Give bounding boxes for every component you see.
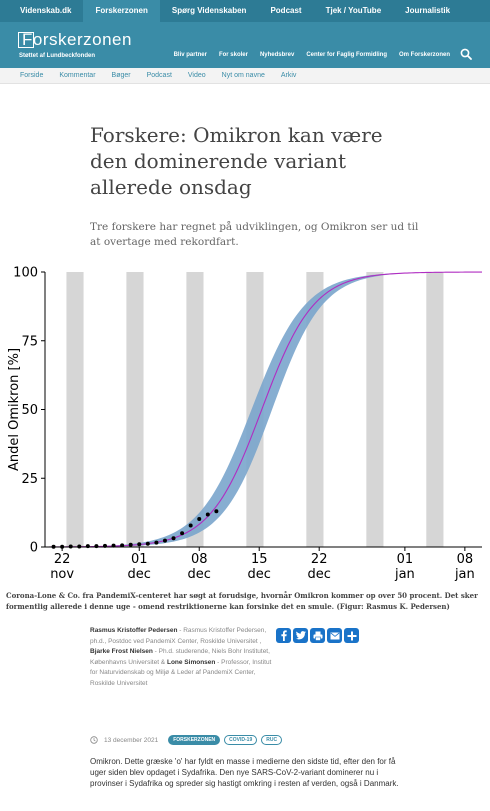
x-tick-label: 22 bbox=[54, 552, 71, 567]
email-icon bbox=[330, 632, 339, 639]
clock-icon bbox=[90, 736, 98, 744]
prediction-band bbox=[49, 272, 483, 547]
brand-nav-item[interactable]: Om Forskerzonen bbox=[398, 52, 450, 58]
x-tick-label: jan bbox=[394, 567, 415, 582]
author-name[interactable]: Rasmus Kristoffer Pedersen bbox=[90, 627, 178, 634]
brand-header: Forskerzonen Støttet af Lundbeckfonden B… bbox=[0, 22, 490, 68]
author-list: Rasmus Kristoffer Pedersen - Rasmus Kris… bbox=[90, 627, 272, 687]
tag-forskerzonen[interactable]: FORSKERZONEN bbox=[168, 735, 221, 745]
observed-point bbox=[137, 542, 142, 547]
x-tick-label: dec bbox=[188, 567, 211, 582]
subnav-item[interactable]: Arkiv bbox=[280, 72, 297, 79]
more-share-button[interactable] bbox=[344, 628, 359, 643]
x-tick-label: dec bbox=[307, 567, 330, 582]
article-meta: 13 december 2021 FORSKERZONEN COVID-19 R… bbox=[90, 735, 283, 745]
brand-nav-item[interactable]: For skoler bbox=[218, 52, 248, 58]
author-name[interactable]: Bjarke Frost Nielsen bbox=[90, 648, 153, 655]
logo-box bbox=[18, 32, 34, 48]
print-share-button[interactable] bbox=[310, 628, 325, 643]
x-tick-label: 15 bbox=[251, 552, 268, 567]
observed-point bbox=[145, 541, 150, 546]
top-tab-videnskab-dk[interactable]: Videnskab.dk bbox=[20, 6, 72, 15]
x-tick-label: dec bbox=[128, 567, 151, 582]
brand-nav-item[interactable]: Center for Faglig Formidling bbox=[306, 52, 387, 58]
subnav-item[interactable]: Podcast bbox=[146, 72, 172, 79]
article-lead: Tre forskere har regnet på udviklingen, … bbox=[90, 221, 419, 248]
facebook-icon bbox=[281, 630, 287, 641]
x-tick-label: 08 bbox=[191, 552, 208, 567]
observed-point bbox=[180, 531, 185, 536]
article-title: Forskere: Omikron kan være den domineren… bbox=[90, 123, 383, 199]
y-tick-label: 50 bbox=[21, 403, 38, 418]
x-tick-label: 08 bbox=[457, 552, 474, 567]
email-share-button[interactable] bbox=[327, 628, 342, 643]
top-tab-journalistik[interactable]: Journalistik bbox=[405, 6, 451, 15]
brand-nav-item[interactable]: Bliv partner bbox=[173, 52, 207, 58]
top-tab-tjek-youtube[interactable]: Tjek / YouTube bbox=[325, 6, 382, 15]
x-tick-label: jan bbox=[454, 567, 475, 582]
subnav-item[interactable]: Kommentar bbox=[59, 72, 96, 79]
author-description: - Rasmus Kristoffer Pedersen, ph.d., Pos… bbox=[90, 627, 267, 645]
observed-point bbox=[162, 538, 167, 543]
weekend-stripe bbox=[366, 272, 384, 547]
observed-point bbox=[77, 544, 82, 549]
author-name[interactable]: Lone Simonsen bbox=[166, 658, 216, 666]
y-tick-label: 25 bbox=[21, 472, 38, 487]
sub-nav: Forside Kommentar Bøger Podcast Video Nyt om … bbox=[0, 68, 490, 84]
weekend-stripe bbox=[306, 272, 324, 547]
top-tab-spørg-videnskaben[interactable]: Spørg Videnskaben bbox=[171, 6, 247, 15]
top-tab-forskerzonen[interactable]: Forskerzonen bbox=[83, 0, 160, 22]
omicron-share-chart: 025507510022nov01dec08dec15dec22dec01jan… bbox=[7, 266, 483, 582]
tag-ruc[interactable]: RUC bbox=[261, 735, 283, 745]
print-icon bbox=[313, 631, 322, 641]
search-icon[interactable] bbox=[460, 48, 472, 60]
subnav-item[interactable]: Bøger bbox=[111, 72, 131, 79]
x-tick-label: dec bbox=[248, 567, 271, 582]
y-tick-label: 75 bbox=[21, 334, 38, 349]
subnav-item[interactable]: Video bbox=[187, 72, 206, 79]
weekend-stripe bbox=[66, 272, 84, 547]
tag-covid-19[interactable]: COVID-19 bbox=[224, 735, 258, 745]
brand-nav: Bliv partner For skoler Nyhedsbrev Center f… bbox=[174, 52, 450, 58]
observed-point bbox=[128, 542, 133, 547]
facebook-share-button[interactable] bbox=[276, 628, 291, 643]
author-description: - Professor, Institut for Naturvidenskab… bbox=[90, 658, 272, 687]
twitter-share-button[interactable] bbox=[293, 628, 308, 643]
y-tick-label: 0 bbox=[30, 541, 38, 556]
figure-caption: Corona-Lone & Co. fra PandemiX-centeret … bbox=[6, 591, 478, 611]
x-tick-label: 22 bbox=[311, 552, 328, 567]
x-tick-label: 01 bbox=[131, 552, 148, 567]
weekend-stripe bbox=[426, 272, 444, 547]
observed-point bbox=[205, 512, 210, 517]
logo-tagline: Støttet af Lundbeckfonden bbox=[19, 53, 95, 59]
publish-date: 13 december 2021 bbox=[104, 736, 159, 744]
article-body: Omikron. Dette græske 'o' har fyldt en m… bbox=[90, 757, 399, 788]
top-tab-podcast[interactable]: Podcast bbox=[270, 6, 302, 15]
y-tick-label: 100 bbox=[13, 266, 38, 281]
observed-point bbox=[68, 544, 73, 549]
observed-point bbox=[85, 544, 90, 549]
twitter-icon bbox=[295, 631, 306, 640]
share-buttons bbox=[276, 628, 359, 643]
subnav-item[interactable]: Nyt om navne bbox=[221, 72, 265, 79]
x-tick-label: nov bbox=[50, 567, 74, 582]
author-description: - Ph.d. studerende, Niels Bohr Institute… bbox=[90, 648, 270, 666]
observed-point bbox=[214, 509, 219, 514]
subnav-item[interactable]: Forside bbox=[20, 72, 44, 79]
x-tick-label: 01 bbox=[397, 552, 414, 567]
weekend-stripe bbox=[126, 272, 144, 547]
plus-icon bbox=[347, 631, 356, 640]
y-axis-label: Andel Omikron [%] bbox=[7, 348, 22, 471]
observed-point bbox=[94, 544, 99, 549]
brand-nav-item[interactable]: Nyhedsbrev bbox=[259, 52, 295, 58]
observed-point bbox=[171, 536, 176, 541]
observed-point bbox=[120, 543, 125, 548]
observed-point bbox=[188, 523, 193, 528]
top-bar: Videnskab.dk Forskerzonen Spørg Videnskabe… bbox=[0, 0, 490, 22]
weekend-stripe bbox=[186, 272, 204, 547]
logo[interactable]: Forskerzonen bbox=[22, 30, 132, 49]
observed-point bbox=[154, 540, 159, 545]
observed-point bbox=[197, 516, 202, 521]
top-tabs: Videnskab.dk Forskerzonen Spørg Videnskabe… bbox=[8, 0, 462, 22]
